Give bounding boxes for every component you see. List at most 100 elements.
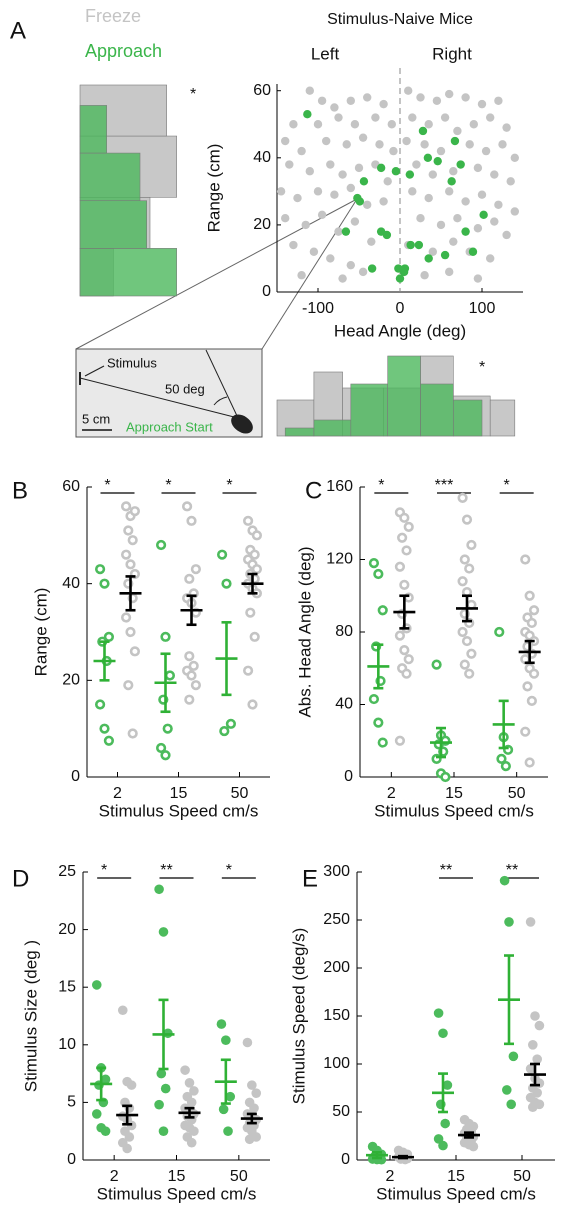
- point: [156, 1068, 167, 1079]
- point: [117, 1005, 128, 1016]
- y-tick-label: 80: [335, 623, 353, 640]
- point: [404, 86, 413, 95]
- point: [477, 190, 487, 199]
- point: [338, 274, 347, 283]
- histogram-bar: [79, 105, 107, 154]
- point: [461, 93, 470, 102]
- point: [490, 217, 499, 226]
- point: [190, 564, 201, 575]
- point: [376, 163, 386, 173]
- y-tick-label: 60: [253, 82, 271, 99]
- point: [436, 146, 446, 156]
- point: [418, 126, 428, 136]
- point: [449, 237, 458, 246]
- point: [525, 917, 536, 927]
- y-tick-label: 120: [326, 551, 353, 568]
- point: [186, 1137, 197, 1148]
- point: [447, 177, 456, 186]
- significance-label: *: [378, 477, 384, 494]
- point: [245, 607, 256, 618]
- point: [456, 160, 465, 169]
- point: [225, 1091, 236, 1102]
- point: [218, 1104, 229, 1115]
- point: [180, 1065, 190, 1075]
- y-tick-label: 0: [262, 283, 271, 300]
- point: [251, 530, 262, 541]
- point: [123, 680, 134, 691]
- point: [477, 99, 487, 109]
- point: [129, 506, 140, 517]
- point: [445, 187, 454, 196]
- y-tick-label: 300: [323, 863, 350, 880]
- point: [534, 1020, 545, 1031]
- point: [498, 140, 507, 149]
- point: [453, 126, 462, 136]
- point: [249, 549, 260, 560]
- point: [99, 723, 110, 734]
- point: [309, 247, 319, 256]
- point: [486, 254, 495, 263]
- panel-label: A: [10, 17, 26, 44]
- point: [468, 1141, 479, 1152]
- point: [251, 1088, 262, 1098]
- point: [154, 884, 164, 895]
- point: [436, 220, 446, 230]
- inset-photo: [75, 348, 263, 438]
- y-axis-label: Abs. Head Angle (deg): [295, 546, 314, 717]
- point: [379, 99, 388, 109]
- significance-label: *: [101, 862, 107, 879]
- point: [414, 240, 424, 250]
- angle-arc: [213, 396, 228, 406]
- point: [289, 240, 298, 250]
- point: [496, 753, 507, 764]
- histogram-bar: [489, 399, 516, 437]
- point: [522, 681, 533, 692]
- point: [442, 1080, 453, 1090]
- y-tick-label: 15: [58, 978, 76, 995]
- y-tick-label: 150: [323, 1007, 350, 1024]
- point: [247, 1080, 257, 1090]
- point: [473, 163, 483, 173]
- point: [395, 274, 405, 283]
- point: [363, 93, 372, 102]
- point: [408, 187, 417, 196]
- x-tick-label: 2: [387, 785, 396, 802]
- point: [403, 521, 414, 532]
- point: [350, 217, 360, 226]
- point: [120, 549, 132, 560]
- point: [466, 539, 477, 551]
- point: [450, 136, 460, 146]
- point: [494, 96, 503, 105]
- point: [276, 187, 286, 196]
- significance-label: **: [440, 862, 452, 879]
- point: [91, 1109, 102, 1119]
- point: [184, 651, 195, 662]
- y-tick-label: 0: [344, 768, 353, 785]
- point: [164, 670, 175, 681]
- point: [440, 250, 450, 260]
- inset-label: 5 cm: [82, 411, 110, 426]
- point: [420, 140, 429, 149]
- point: [524, 590, 535, 601]
- point: [186, 1097, 197, 1108]
- y-tick-label: 0: [71, 768, 80, 785]
- significance-label: **: [160, 862, 172, 879]
- y-tick-label: 40: [253, 149, 271, 166]
- point: [354, 163, 364, 173]
- y-tick-label: 200: [323, 959, 350, 976]
- point: [342, 140, 351, 149]
- legend-entry: Approach: [85, 41, 162, 61]
- point: [219, 725, 230, 737]
- point: [520, 554, 531, 565]
- point: [506, 177, 515, 186]
- point: [440, 771, 451, 783]
- point: [432, 96, 442, 105]
- point: [99, 578, 110, 589]
- point: [499, 875, 510, 886]
- point: [401, 668, 412, 679]
- point: [508, 1051, 519, 1062]
- y-axis-label: Stimulus Size (deg ): [21, 940, 40, 1092]
- point: [532, 1054, 542, 1064]
- point: [403, 654, 414, 665]
